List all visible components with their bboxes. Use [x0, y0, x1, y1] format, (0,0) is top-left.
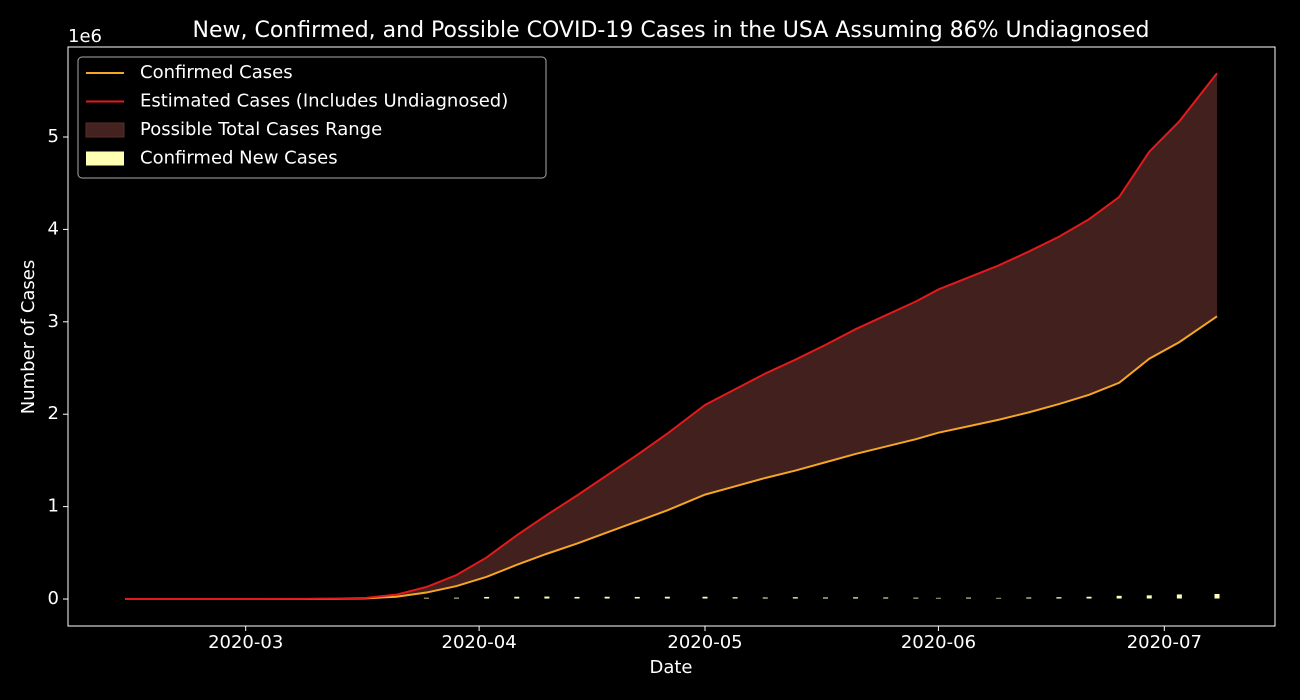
x-axis-label: Date: [649, 657, 692, 678]
bar: [603, 595, 611, 600]
bar: [543, 595, 551, 600]
bar: [513, 595, 521, 600]
bar: [1085, 595, 1093, 600]
legend-label: Confirmed Cases: [140, 62, 293, 83]
y-tick-label: 1: [48, 496, 59, 517]
y-offset-label: 1e6: [68, 26, 102, 47]
bar: [1055, 596, 1063, 600]
line: [125, 315, 1218, 601]
legend-label: Confirmed New Cases: [140, 148, 338, 169]
y-axis-label: Number of Cases: [18, 260, 39, 415]
bar: [663, 595, 671, 600]
bar: [392, 597, 400, 600]
y-tick-label: 0: [48, 588, 59, 609]
bar: [1115, 594, 1123, 600]
bar: [791, 596, 799, 600]
x-tick-label: 2020-07: [1127, 632, 1202, 653]
bar: [761, 596, 769, 600]
chart-title: New, Confirmed, and Possible COVID-19 Ca…: [193, 18, 1150, 43]
bar: [995, 596, 1003, 600]
bar: [965, 596, 973, 600]
bar: [821, 596, 829, 600]
bar: [912, 596, 920, 600]
y-tick-label: 4: [48, 218, 59, 239]
plot-frame: [67, 46, 1276, 627]
bar: [573, 595, 581, 600]
x-tick-label: 2020-06: [901, 632, 976, 653]
bar: [882, 596, 890, 600]
bar: [633, 595, 641, 600]
x-tick-label: 2020-04: [442, 632, 517, 653]
bar: [934, 596, 942, 600]
legend-swatch: [86, 151, 124, 166]
range-area: [125, 73, 1218, 600]
bar: [422, 596, 430, 600]
bar: [1213, 592, 1221, 600]
y-tick-label: 5: [48, 126, 59, 147]
y-tick-label: 3: [48, 311, 59, 332]
x-tick-label: 2020-03: [208, 632, 283, 653]
legend-label: Possible Total Cases Range: [140, 119, 382, 140]
bar: [852, 596, 860, 600]
line: [125, 72, 1218, 601]
legend-box: [77, 56, 547, 179]
y-tick-label: 2: [48, 403, 59, 424]
bar: [731, 596, 739, 600]
bar: [1145, 594, 1153, 600]
bar: [483, 595, 491, 600]
bar: [1025, 596, 1033, 600]
bar: [453, 596, 461, 600]
bar: [701, 595, 709, 600]
legend-swatch: [85, 122, 125, 138]
legend-label: Estimated Cases (Includes Undiagnosed): [140, 91, 508, 112]
bar: [1175, 593, 1183, 600]
x-tick-label: 2020-05: [667, 632, 742, 653]
